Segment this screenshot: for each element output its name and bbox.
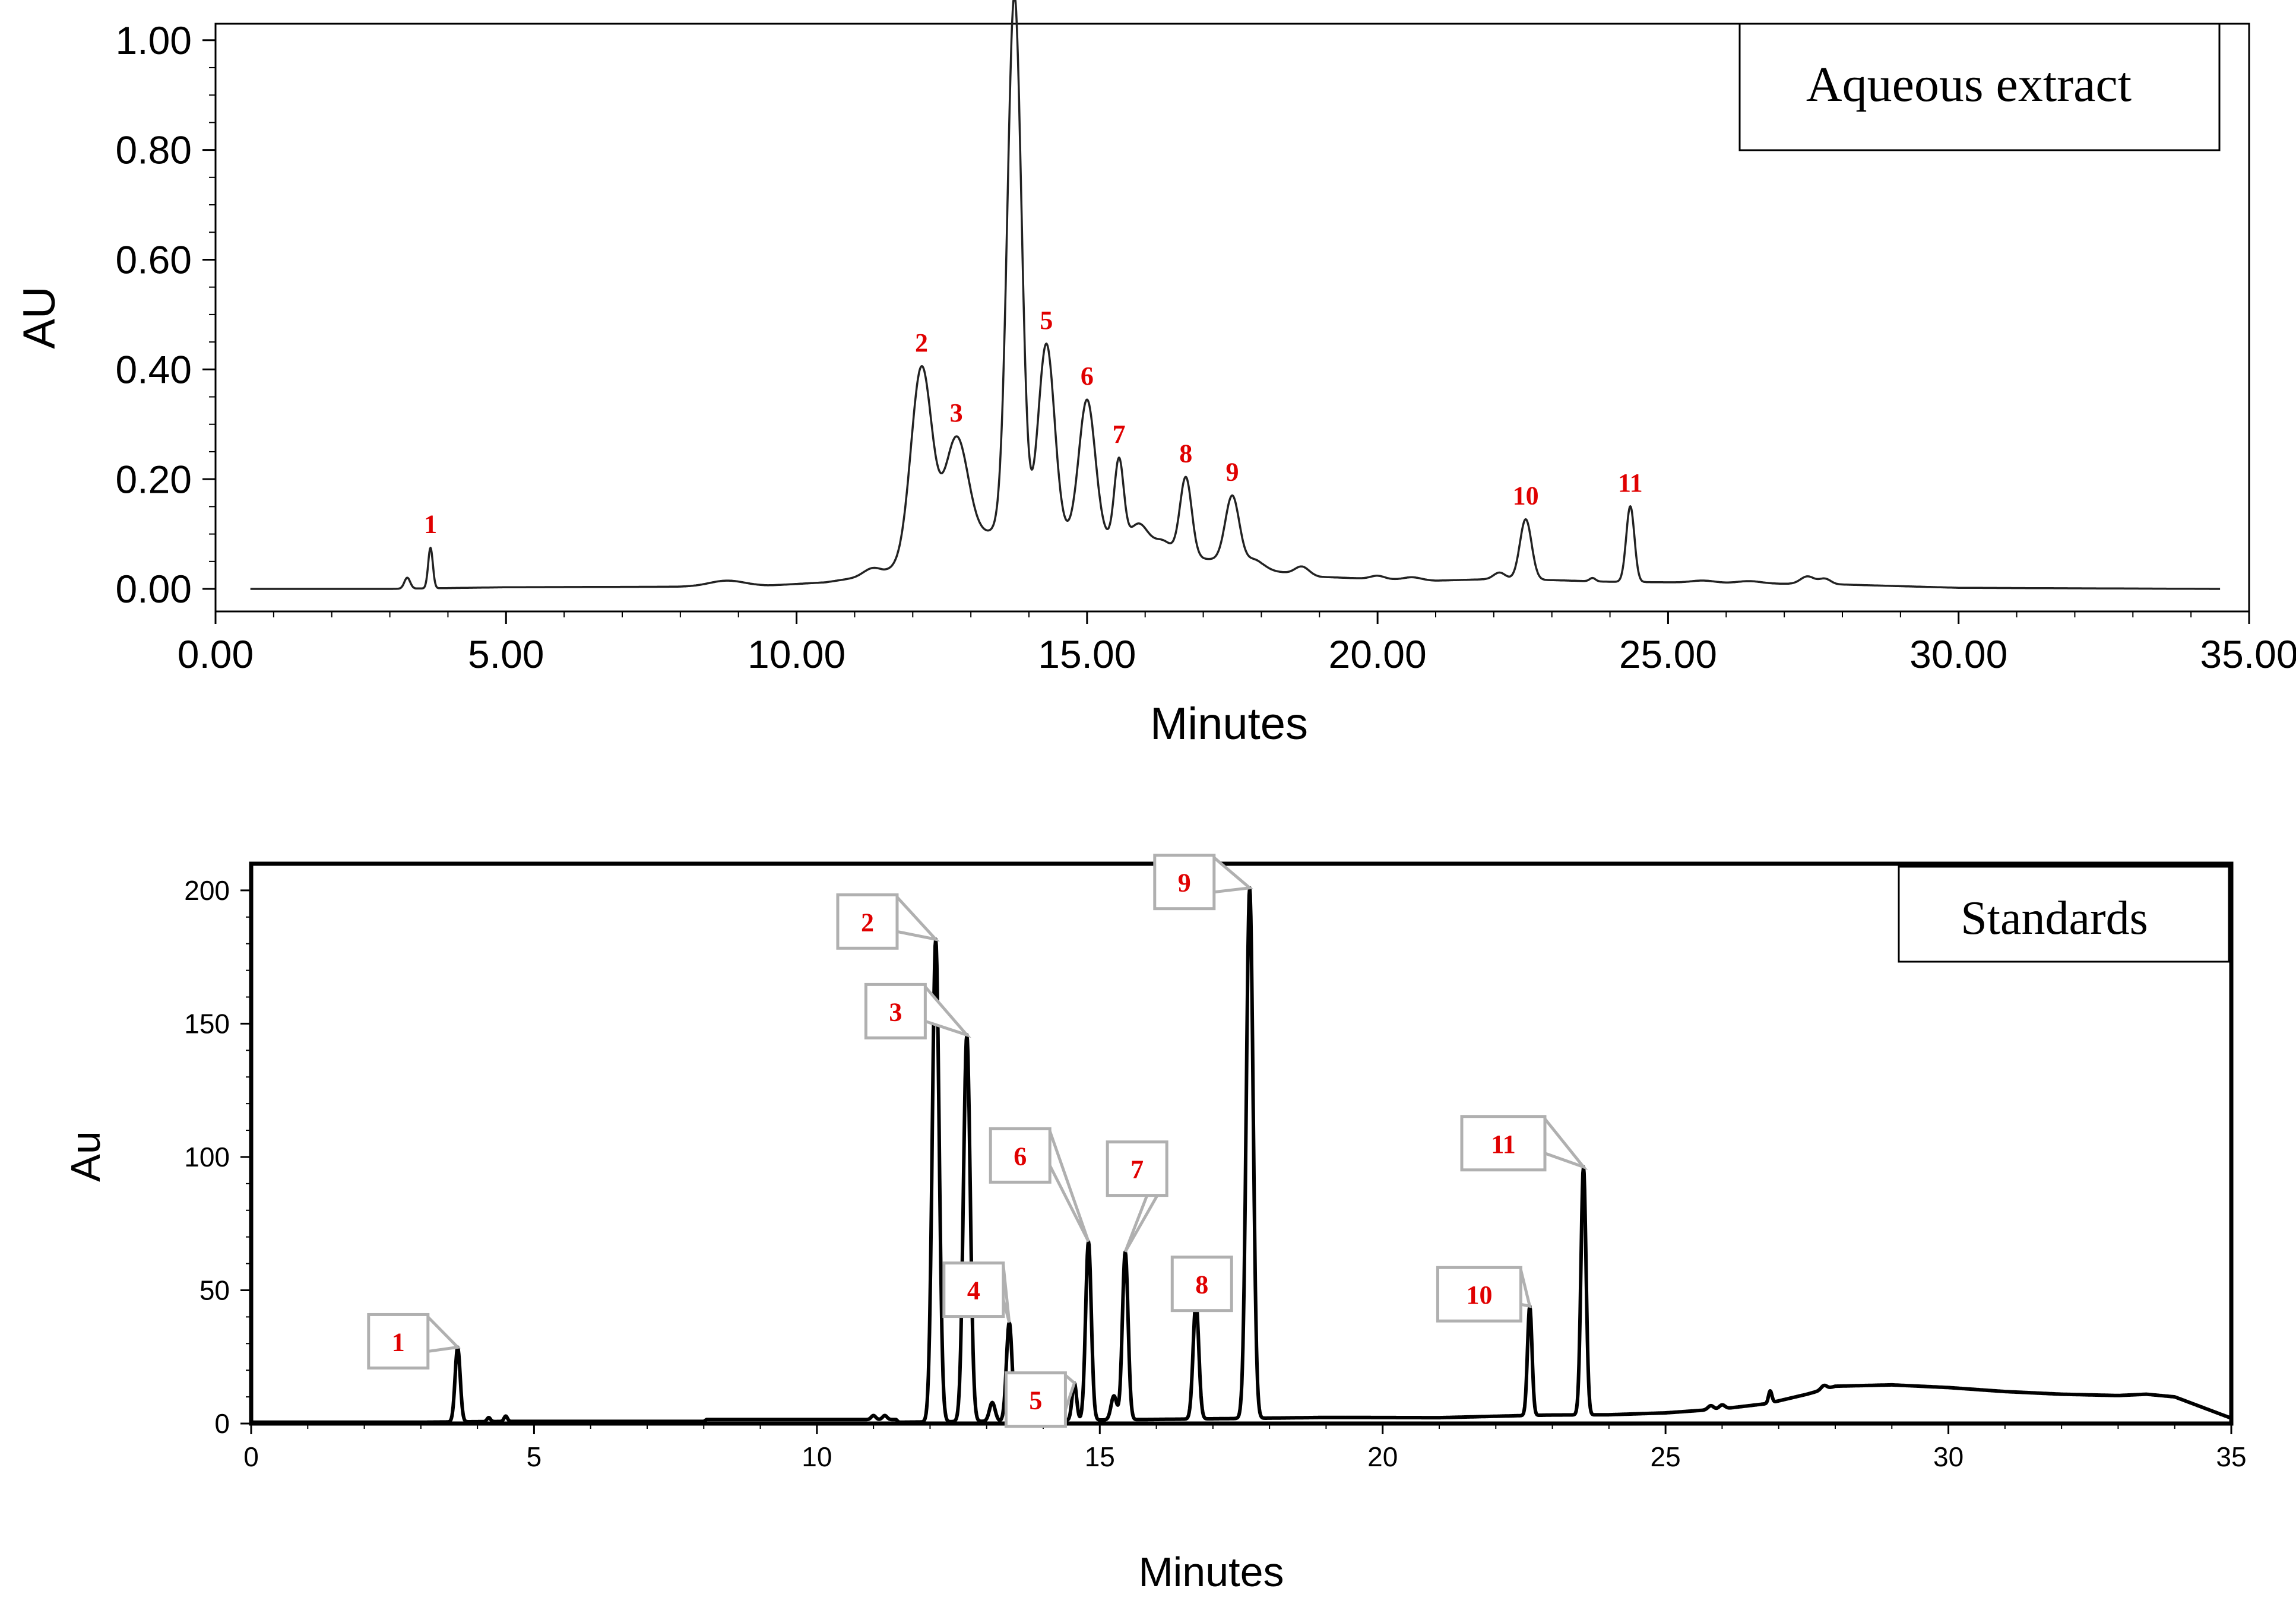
peak-label: 9: [1226, 458, 1239, 487]
y-tick-label: 0.00: [116, 567, 192, 611]
x-tick-label: 0: [243, 1441, 259, 1472]
peak-callout-box: [367, 1313, 430, 1370]
x-tick-label: 20: [1367, 1441, 1398, 1472]
peak-label: 10: [1466, 1280, 1492, 1310]
top-y-axis-label: AU: [14, 286, 65, 349]
peak-callout-box: [1170, 1256, 1233, 1313]
x-tick-label: 5: [527, 1441, 542, 1472]
y-tick-label: 50: [199, 1275, 230, 1306]
y-tick-label: 0.60: [116, 238, 192, 282]
x-tick-label: 25.00: [1619, 632, 1717, 676]
peak-label: 7: [1113, 420, 1126, 449]
peak-callout-pointer: [1048, 1130, 1090, 1242]
peak-callout-pointer: [1064, 1374, 1076, 1410]
bottom-y-axis-label: Au: [62, 1131, 109, 1182]
bottom-title-box: [1898, 866, 2230, 963]
x-tick-label: 0.00: [178, 632, 254, 676]
bottom-x-axis-label: Minutes: [1138, 1549, 1284, 1595]
peak-label: 1: [392, 1327, 405, 1356]
y-tick-label: 0: [214, 1408, 230, 1439]
y-tick-label: 0.40: [116, 347, 192, 391]
top-title-box: [1738, 23, 2221, 151]
peak-label: 7: [1130, 1155, 1144, 1184]
peak-label: 8: [1195, 1270, 1208, 1299]
y-tick-label: 150: [184, 1009, 230, 1039]
peak-label: 11: [1491, 1130, 1516, 1159]
peak-label: 5: [1040, 306, 1053, 335]
peak-callout-box: [1004, 1371, 1067, 1428]
peak-label: 8: [1179, 439, 1192, 468]
peak-callout-box: [1460, 1115, 1547, 1172]
x-tick-label: 20.00: [1329, 632, 1427, 676]
bottom-plot-frame: [249, 861, 2234, 1426]
x-tick-label: 30: [1933, 1441, 1964, 1472]
x-tick-label: 10.00: [748, 632, 845, 676]
peak-label: 1: [424, 510, 437, 539]
peak-callout-box: [1153, 854, 1216, 911]
peak-callout-box: [864, 982, 927, 1039]
peak-label: 3: [889, 997, 902, 1026]
peak-callout-pointer: [1519, 1269, 1532, 1308]
peak-label: 2: [861, 908, 874, 937]
peak-callout-box: [942, 1261, 1005, 1318]
peak-callout-box: [1106, 1140, 1168, 1197]
peak-label: 6: [1081, 362, 1094, 391]
x-tick-label: 35.00: [2200, 632, 2296, 676]
x-tick-label: 10: [802, 1441, 832, 1472]
x-tick-label: 35: [2216, 1441, 2246, 1472]
peak-callout-pointer: [1213, 856, 1253, 894]
peak-callout-box: [836, 893, 899, 950]
peak-label: 3: [950, 398, 963, 427]
peak-callout-pointer: [924, 985, 972, 1038]
peak-callout-box: [1436, 1266, 1522, 1323]
y-tick-label: 100: [184, 1142, 230, 1172]
bottom-chromatogram-line: [250, 886, 2232, 1424]
top-chart-title: Aqueous extract: [1806, 57, 2132, 112]
peak-label: 2: [915, 328, 928, 357]
top-x-axis-label: Minutes: [1150, 699, 1308, 749]
x-tick-label: 15: [1085, 1441, 1115, 1472]
top-chromatogram-line: [249, 0, 2221, 590]
x-tick-label: 30.00: [1909, 632, 2007, 676]
peak-label: 6: [1014, 1142, 1027, 1171]
y-tick-label: 0.20: [116, 457, 192, 501]
bottom-chart-title: Standards: [1961, 892, 2148, 944]
peak-label: 5: [1029, 1386, 1042, 1415]
top-chart: 0.000.200.400.600.801.00 0.00 5.00 10.00 15…: [14, 0, 2296, 749]
x-tick-label: 25: [1651, 1441, 1681, 1472]
peak-callout-box: [989, 1127, 1052, 1184]
peak-callout-pointer: [896, 896, 940, 942]
y-tick-label: 0.80: [116, 128, 192, 172]
peak-label: 11: [1618, 468, 1643, 497]
x-tick-label: 15.00: [1038, 632, 1136, 676]
y-tick-label: 1.00: [116, 18, 192, 62]
top-plot-frame: [214, 23, 2250, 613]
peak-label: 10: [1513, 481, 1539, 511]
peak-callout-pointer: [1544, 1118, 1588, 1171]
x-tick-label: 5.00: [468, 632, 544, 676]
peak-callout-pointer: [427, 1315, 461, 1353]
peak-label: 4: [967, 1276, 980, 1305]
peak-label: 9: [1178, 868, 1191, 898]
bottom-chart: 0 50 100 150 200 0 5 10 15 20 25 30 35 1 2 3 4 5 6 7 8 9 10 1…: [62, 854, 2247, 1595]
y-tick-label: 200: [184, 875, 230, 906]
